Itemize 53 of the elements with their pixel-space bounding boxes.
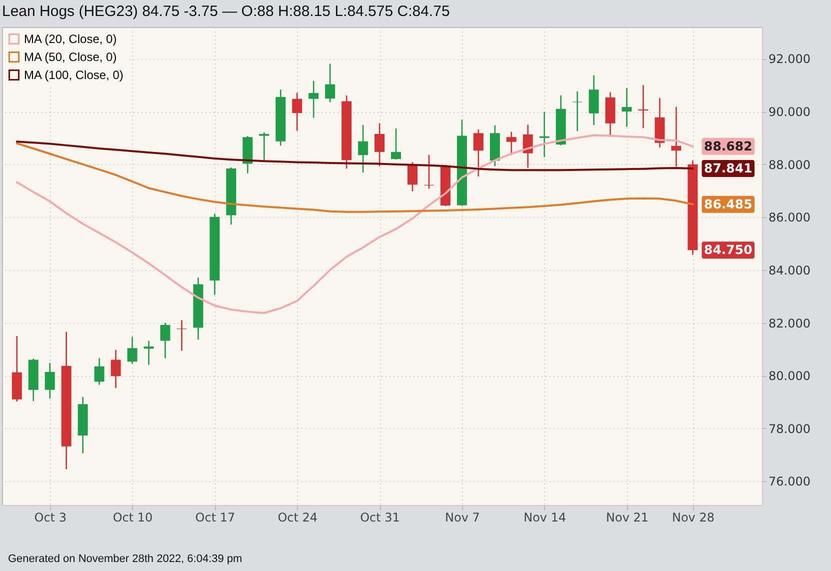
candlestick bbox=[622, 87, 632, 128]
y-tick-label: 82.000 bbox=[768, 316, 810, 330]
y-tick-label: 76.000 bbox=[768, 474, 810, 489]
candlestick bbox=[638, 84, 648, 129]
candlestick bbox=[374, 122, 385, 167]
line-series bbox=[16, 142, 694, 213]
candlestick bbox=[44, 362, 55, 400]
y-tick-label: 78.000 bbox=[768, 422, 810, 436]
candlestick bbox=[110, 349, 121, 389]
data-label: 86.485 bbox=[704, 196, 752, 212]
x-tick-label: Nov 14 bbox=[524, 510, 566, 524]
legend-label: MA (50, Close, 0) bbox=[24, 50, 117, 64]
candlestick bbox=[572, 90, 582, 132]
candlestick bbox=[407, 162, 418, 192]
candlestick bbox=[308, 80, 319, 118]
candlestick bbox=[358, 124, 368, 174]
y-tick-label: 90.000 bbox=[768, 105, 810, 120]
line-series bbox=[16, 134, 694, 314]
x-tick-label: Oct 10 bbox=[112, 510, 153, 524]
candlestick bbox=[539, 111, 550, 158]
candlestick bbox=[94, 358, 104, 386]
annotation: 84.750 bbox=[704, 242, 753, 258]
y-tick-label: 92.000 bbox=[768, 52, 810, 66]
legend-label: MA (20, Close, 0) bbox=[24, 32, 117, 46]
candlestick bbox=[144, 340, 154, 366]
y-tick-label: 80.000 bbox=[768, 369, 810, 384]
x-tick-label: Nov 7 bbox=[445, 510, 480, 524]
data-label: 87.841 bbox=[704, 160, 752, 176]
candlestick bbox=[391, 128, 402, 160]
x-tick-label: Nov 21 bbox=[606, 510, 649, 524]
candlestick bbox=[424, 154, 434, 190]
x-tick-label: Nov 28 bbox=[672, 510, 714, 524]
data-label: 88.682 bbox=[704, 138, 752, 154]
chart-title: Lean Hogs (HEG23) 84.75 -3.75 — O:88 H:88.15 L:84.575 C:84.75 bbox=[2, 3, 450, 20]
x-tick-label: Oct 24 bbox=[278, 510, 318, 524]
candlestick bbox=[588, 74, 599, 126]
y-tick-label: 86.000 bbox=[768, 210, 810, 225]
text: Generated on November 28th 2022, 6:04:39 pm bbox=[8, 553, 242, 565]
legend-label: MA (100, Close, 0) bbox=[24, 68, 124, 82]
candlestick bbox=[325, 63, 336, 103]
candlestick bbox=[160, 322, 170, 359]
candlestick bbox=[127, 336, 138, 364]
candlestick bbox=[671, 106, 682, 168]
y-tick-label: 88.000 bbox=[768, 158, 810, 172]
x-tick-label: Oct 31 bbox=[360, 510, 400, 524]
x-tick-label: Oct 17 bbox=[195, 510, 236, 524]
candlestick bbox=[506, 131, 516, 156]
candlestick bbox=[259, 132, 270, 162]
candlestick bbox=[473, 128, 484, 178]
y-tick-label: 84.000 bbox=[768, 263, 810, 278]
x-tick-label: Oct 3 bbox=[34, 510, 66, 524]
candlestick bbox=[176, 319, 187, 352]
candlestick bbox=[292, 92, 302, 132]
